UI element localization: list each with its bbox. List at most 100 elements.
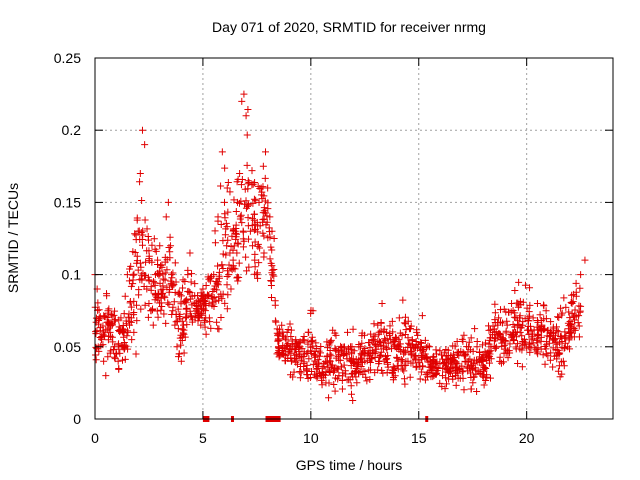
data-point <box>275 350 283 358</box>
data-point <box>222 219 230 227</box>
data-point <box>433 350 441 358</box>
data-point <box>214 217 222 225</box>
data-point <box>519 298 527 306</box>
y-tick-label: 0.2 <box>62 122 82 138</box>
data-point <box>178 317 186 325</box>
data-point <box>213 280 221 288</box>
data-point <box>377 328 385 336</box>
data-point <box>497 359 505 367</box>
data-point <box>249 215 257 223</box>
data-point <box>411 344 419 352</box>
data-point <box>251 250 259 258</box>
data-point <box>361 368 369 376</box>
data-point <box>224 208 232 216</box>
data-point <box>421 355 429 363</box>
data-point <box>300 360 308 368</box>
data-point <box>461 358 469 366</box>
data-point <box>133 216 141 224</box>
data-point <box>222 251 230 259</box>
data-point <box>349 396 357 404</box>
data-point <box>519 337 527 345</box>
data-point <box>103 318 111 326</box>
data-point <box>523 326 531 334</box>
data-point <box>560 362 568 370</box>
data-point <box>485 348 493 356</box>
data-point <box>376 352 384 360</box>
data-point <box>417 351 425 359</box>
data-point <box>223 281 231 289</box>
data-point <box>140 283 148 291</box>
data-point <box>483 357 491 365</box>
data-point <box>158 290 166 298</box>
data-point <box>367 355 375 363</box>
data-point <box>230 196 238 204</box>
data-point <box>297 369 305 377</box>
data-point <box>311 357 319 365</box>
data-point <box>131 230 139 238</box>
data-point <box>511 287 519 295</box>
data-point <box>177 341 185 349</box>
data-point <box>316 352 324 360</box>
data-point <box>408 351 416 359</box>
data-point <box>388 317 396 325</box>
data-point <box>440 349 448 357</box>
data-point <box>92 356 100 364</box>
data-point <box>407 359 415 367</box>
data-point <box>577 271 585 279</box>
data-point <box>163 283 171 291</box>
data-point <box>309 361 317 369</box>
data-point <box>458 362 466 370</box>
data-point <box>149 321 157 329</box>
data-point <box>221 299 229 307</box>
data-point <box>443 356 451 364</box>
data-point <box>138 276 146 284</box>
data-point <box>161 294 169 302</box>
data-point <box>570 313 578 321</box>
data-point <box>102 372 110 380</box>
data-point <box>334 375 342 383</box>
data-point <box>155 271 163 279</box>
data-point <box>202 282 210 290</box>
data-point <box>388 345 396 353</box>
data-point <box>250 195 258 203</box>
data-point <box>210 303 218 310</box>
data-point <box>207 324 215 332</box>
data-point <box>166 233 174 241</box>
data-point <box>318 369 326 377</box>
x-tick-label: 15 <box>411 430 427 446</box>
data-point <box>130 297 138 305</box>
data-point <box>515 301 523 309</box>
data-point <box>244 106 252 114</box>
data-point <box>300 336 308 344</box>
data-point <box>158 261 166 269</box>
data-point <box>224 236 232 244</box>
data-point <box>475 349 483 357</box>
data-point <box>275 337 283 345</box>
data-point <box>266 255 274 263</box>
data-point <box>160 310 168 318</box>
data-point <box>428 362 436 370</box>
data-point <box>560 344 568 352</box>
data-point <box>317 349 325 357</box>
data-point <box>133 252 141 260</box>
data-point <box>566 321 574 329</box>
data-point <box>325 379 333 387</box>
data-point <box>147 307 155 315</box>
data-point <box>399 365 407 373</box>
data-point <box>121 355 129 363</box>
data-point <box>219 264 227 272</box>
data-point <box>467 385 475 393</box>
data-point <box>165 300 173 308</box>
data-point <box>144 313 152 321</box>
data-point <box>93 345 101 353</box>
data-point <box>534 350 542 358</box>
data-point <box>439 364 447 372</box>
data-point <box>416 375 424 383</box>
data-point <box>298 353 306 361</box>
data-point <box>317 342 325 350</box>
data-point <box>332 364 340 372</box>
data-point <box>341 343 349 351</box>
data-point <box>188 313 196 321</box>
data-point <box>441 385 449 393</box>
data-point <box>162 319 170 327</box>
